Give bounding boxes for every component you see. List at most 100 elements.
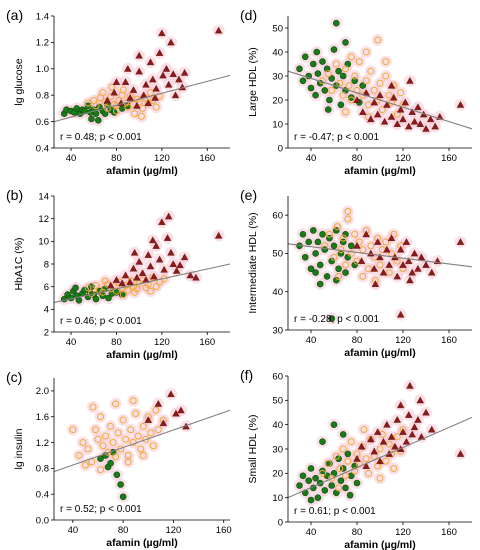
point-halo <box>81 443 94 455</box>
point-halo <box>86 401 99 414</box>
point-orange-open-circle <box>114 429 122 437</box>
point-maroon-triangle <box>135 67 143 75</box>
point-green-circle <box>117 481 124 488</box>
point-orange-open-circle <box>107 422 115 430</box>
y-tick-label: 2.0 <box>36 386 49 397</box>
x-tick-label: 80 <box>118 525 129 536</box>
x-tick-label: 120 <box>395 153 411 164</box>
point-maroon-triangle <box>376 457 384 465</box>
x-tick-label: 40 <box>68 525 79 536</box>
point-orange-open-circle <box>124 286 132 294</box>
point-maroon-triangle <box>405 411 413 418</box>
point-maroon-triangle <box>175 75 183 83</box>
point-halo <box>357 423 370 436</box>
point-halo <box>147 439 160 452</box>
point-maroon-triangle <box>410 249 419 257</box>
point-maroon-triangle <box>422 408 430 416</box>
regression-line <box>287 70 473 130</box>
point-orange-open-circle <box>99 442 107 450</box>
point-orange-open-circle <box>147 287 155 295</box>
point-halo <box>122 455 135 468</box>
point-green-circle <box>313 48 321 56</box>
y-tick-label: 0 <box>278 517 283 528</box>
point-maroon-triangle <box>383 245 391 253</box>
point-orange-open-circle <box>365 469 372 477</box>
point-orange-open-circle <box>142 435 150 443</box>
y-tick-label: 0.8 <box>36 91 49 102</box>
point-orange-open-circle <box>127 426 135 434</box>
point-orange-open-circle <box>355 238 363 246</box>
point-green-circle <box>305 238 313 246</box>
y-tick-label: 10 <box>272 493 283 504</box>
point-maroon-triangle <box>112 78 121 85</box>
point-green-circle <box>351 77 359 85</box>
point-halo <box>341 455 354 468</box>
point-green-circle <box>307 496 315 504</box>
point-halo <box>348 70 361 82</box>
point-green-circle <box>344 450 352 458</box>
point-maroon-triangle <box>370 447 378 455</box>
point-green-circle <box>72 284 79 292</box>
x-tick-label: 120 <box>154 337 170 348</box>
point-orange-open-circle <box>84 284 92 292</box>
point-green-circle <box>301 253 309 261</box>
point-maroon-triangle <box>167 248 175 256</box>
point-halo <box>379 55 392 68</box>
y-tick-label: 0.6 <box>36 117 49 128</box>
y-tick-label: 60 <box>272 210 283 221</box>
point-maroon-triangle <box>379 268 388 276</box>
point-maroon-triangle <box>428 425 436 433</box>
y-tick-label: 30 <box>272 444 283 455</box>
point-maroon-triangle <box>396 105 405 113</box>
regression-line <box>287 416 473 499</box>
point-orange-open-circle <box>382 457 390 465</box>
point-maroon-triangle <box>118 279 126 287</box>
point-green-circle <box>324 106 332 113</box>
point-green-circle <box>332 19 340 27</box>
point-orange-open-circle <box>112 453 120 461</box>
point-orange-open-circle <box>112 287 120 295</box>
y-tick-label: 40 <box>272 420 283 431</box>
point-green-circle <box>75 296 83 304</box>
point-maroon-triangle <box>401 98 410 106</box>
point-maroon-triangle <box>167 38 175 46</box>
point-halo <box>356 270 369 283</box>
y-tick-label: 0 <box>278 143 283 154</box>
point-orange-open-circle <box>351 467 359 475</box>
point-maroon-triangle <box>169 70 177 78</box>
panel-1: 40 80 120 160 2 4 6 8 10 12 14 afamin (µg/ml) HbA1C … <box>6 187 231 361</box>
point-maroon-triangle <box>133 273 141 281</box>
point-green-circle <box>312 91 319 99</box>
point-maroon-triangle <box>133 101 141 109</box>
point-green-circle <box>330 242 338 250</box>
x-axis-label: afamin (µg/ml) <box>106 537 177 549</box>
point-green-circle <box>347 242 355 250</box>
y-tick-label: 20 <box>272 469 283 480</box>
point-halo <box>94 410 107 423</box>
point-maroon-triangle <box>414 415 422 423</box>
regression-line <box>53 263 231 304</box>
point-orange-open-circle <box>342 65 349 73</box>
point-maroon-triangle <box>359 108 367 115</box>
y-tick-label: 60 <box>272 371 283 382</box>
point-maroon-triangle <box>385 261 393 268</box>
point-orange-open-circle <box>367 67 375 75</box>
point-orange-open-circle <box>324 70 332 78</box>
x-tick-label: 80 <box>352 153 363 164</box>
point-orange-open-circle <box>351 72 359 80</box>
regression-line <box>287 243 473 268</box>
y-tick-label: 40 <box>272 287 283 298</box>
point-maroon-triangle <box>393 415 401 423</box>
point-maroon-triangle <box>146 58 155 66</box>
data-points <box>60 26 223 124</box>
point-orange-open-circle <box>382 238 390 246</box>
point-halo <box>89 423 102 436</box>
point-green-circle <box>326 96 333 104</box>
y-tick-label: 0.0 <box>36 515 49 526</box>
point-maroon-triangle <box>144 99 152 107</box>
point-halo <box>330 58 343 70</box>
point-green-circle <box>342 484 349 492</box>
point-green-circle <box>312 474 319 482</box>
point-maroon-triangle <box>135 257 143 265</box>
data-points <box>69 390 190 501</box>
